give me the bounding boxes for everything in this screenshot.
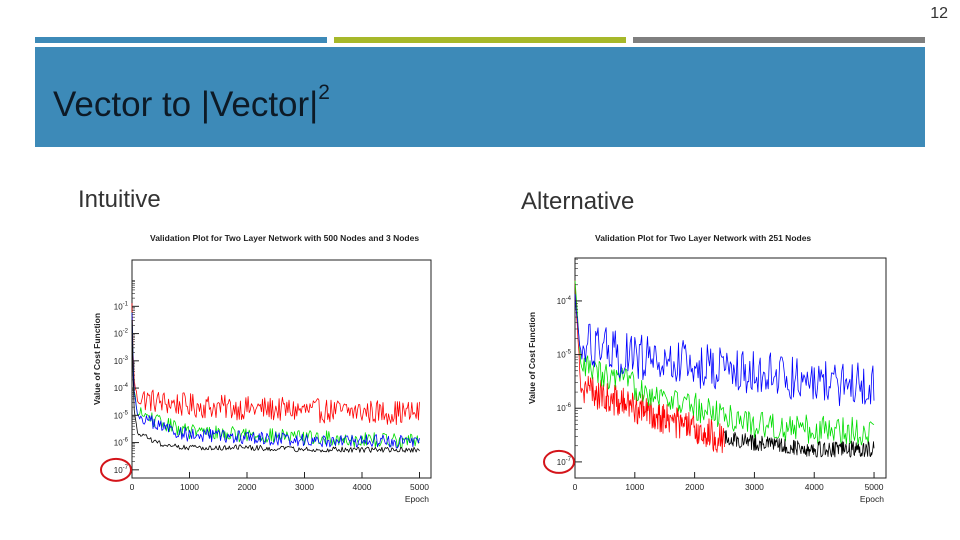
y-tick-label: 10-7 [114,465,129,475]
series-line-0 [131,303,420,426]
slide-title-text: Vector to |Vector| [53,85,319,124]
y-tick-label: 10-7 [557,457,572,467]
accent-bar-blue [35,37,327,43]
x-axis-label: Epoch [860,494,884,504]
left-validation-chart: Validation Plot for Two Layer Network wi… [88,228,443,520]
series-line-3 [131,319,420,453]
y-tick-label: 10-4 [557,296,572,306]
accent-bar-green [334,37,626,43]
highlight-circle [100,457,132,482]
y-tick-label: 10-6 [557,403,572,413]
x-tick-label: 3000 [295,482,314,492]
plot-frame [131,259,432,479]
y-tick-label: 10-5 [557,350,572,360]
x-tick-label: 2000 [685,482,704,492]
series-line-1 [131,312,420,449]
x-tick-label: 1000 [180,482,199,492]
slide-title: Vector to |Vector|2 [53,81,330,125]
series-line-3 [724,430,875,458]
x-tick-label: 5000 [865,482,884,492]
y-tick-label: 10-2 [114,329,129,339]
x-tick-label: 2000 [238,482,257,492]
y-tick-label: 10-1 [114,301,129,311]
title-banner: Vector to |Vector|2 [35,47,925,147]
y-tick-label: 10-4 [114,383,129,393]
accent-bar-gray [633,37,925,43]
series-line-1 [574,280,875,446]
x-tick-label: 5000 [410,482,429,492]
x-tick-label: 0 [573,482,578,492]
x-tick-label: 0 [130,482,135,492]
x-axis-label: Epoch [405,494,429,504]
series-line-2 [131,312,420,449]
x-tick-label: 1000 [625,482,644,492]
right-column-label: Alternative [521,188,635,215]
series-line-2 [574,294,875,407]
y-tick-label: 10-3 [114,356,129,366]
chart-title: Validation Plot for Two Layer Network wi… [150,233,419,243]
chart-svg: Validation Plot for Two Layer Network wi… [527,233,887,504]
y-axis-label: Value of Cost Function [527,312,537,404]
slide-title-superscript: 2 [318,81,330,104]
chart-svg: Validation Plot for Two Layer Network wi… [92,233,432,504]
x-tick-label: 4000 [353,482,372,492]
y-tick-label: 10-6 [114,438,129,448]
y-axis-label: Value of Cost Function [92,313,102,405]
series-line-0 [574,280,725,454]
x-tick-label: 4000 [805,482,824,492]
y-tick-label: 10-5 [114,410,129,420]
page-number: 12 [930,5,948,22]
left-column-label: Intuitive [78,186,161,213]
x-tick-label: 3000 [745,482,764,492]
right-validation-chart: Validation Plot for Two Layer Network wi… [521,228,906,518]
chart-title: Validation Plot for Two Layer Network wi… [595,233,811,243]
highlight-circle [543,449,575,474]
